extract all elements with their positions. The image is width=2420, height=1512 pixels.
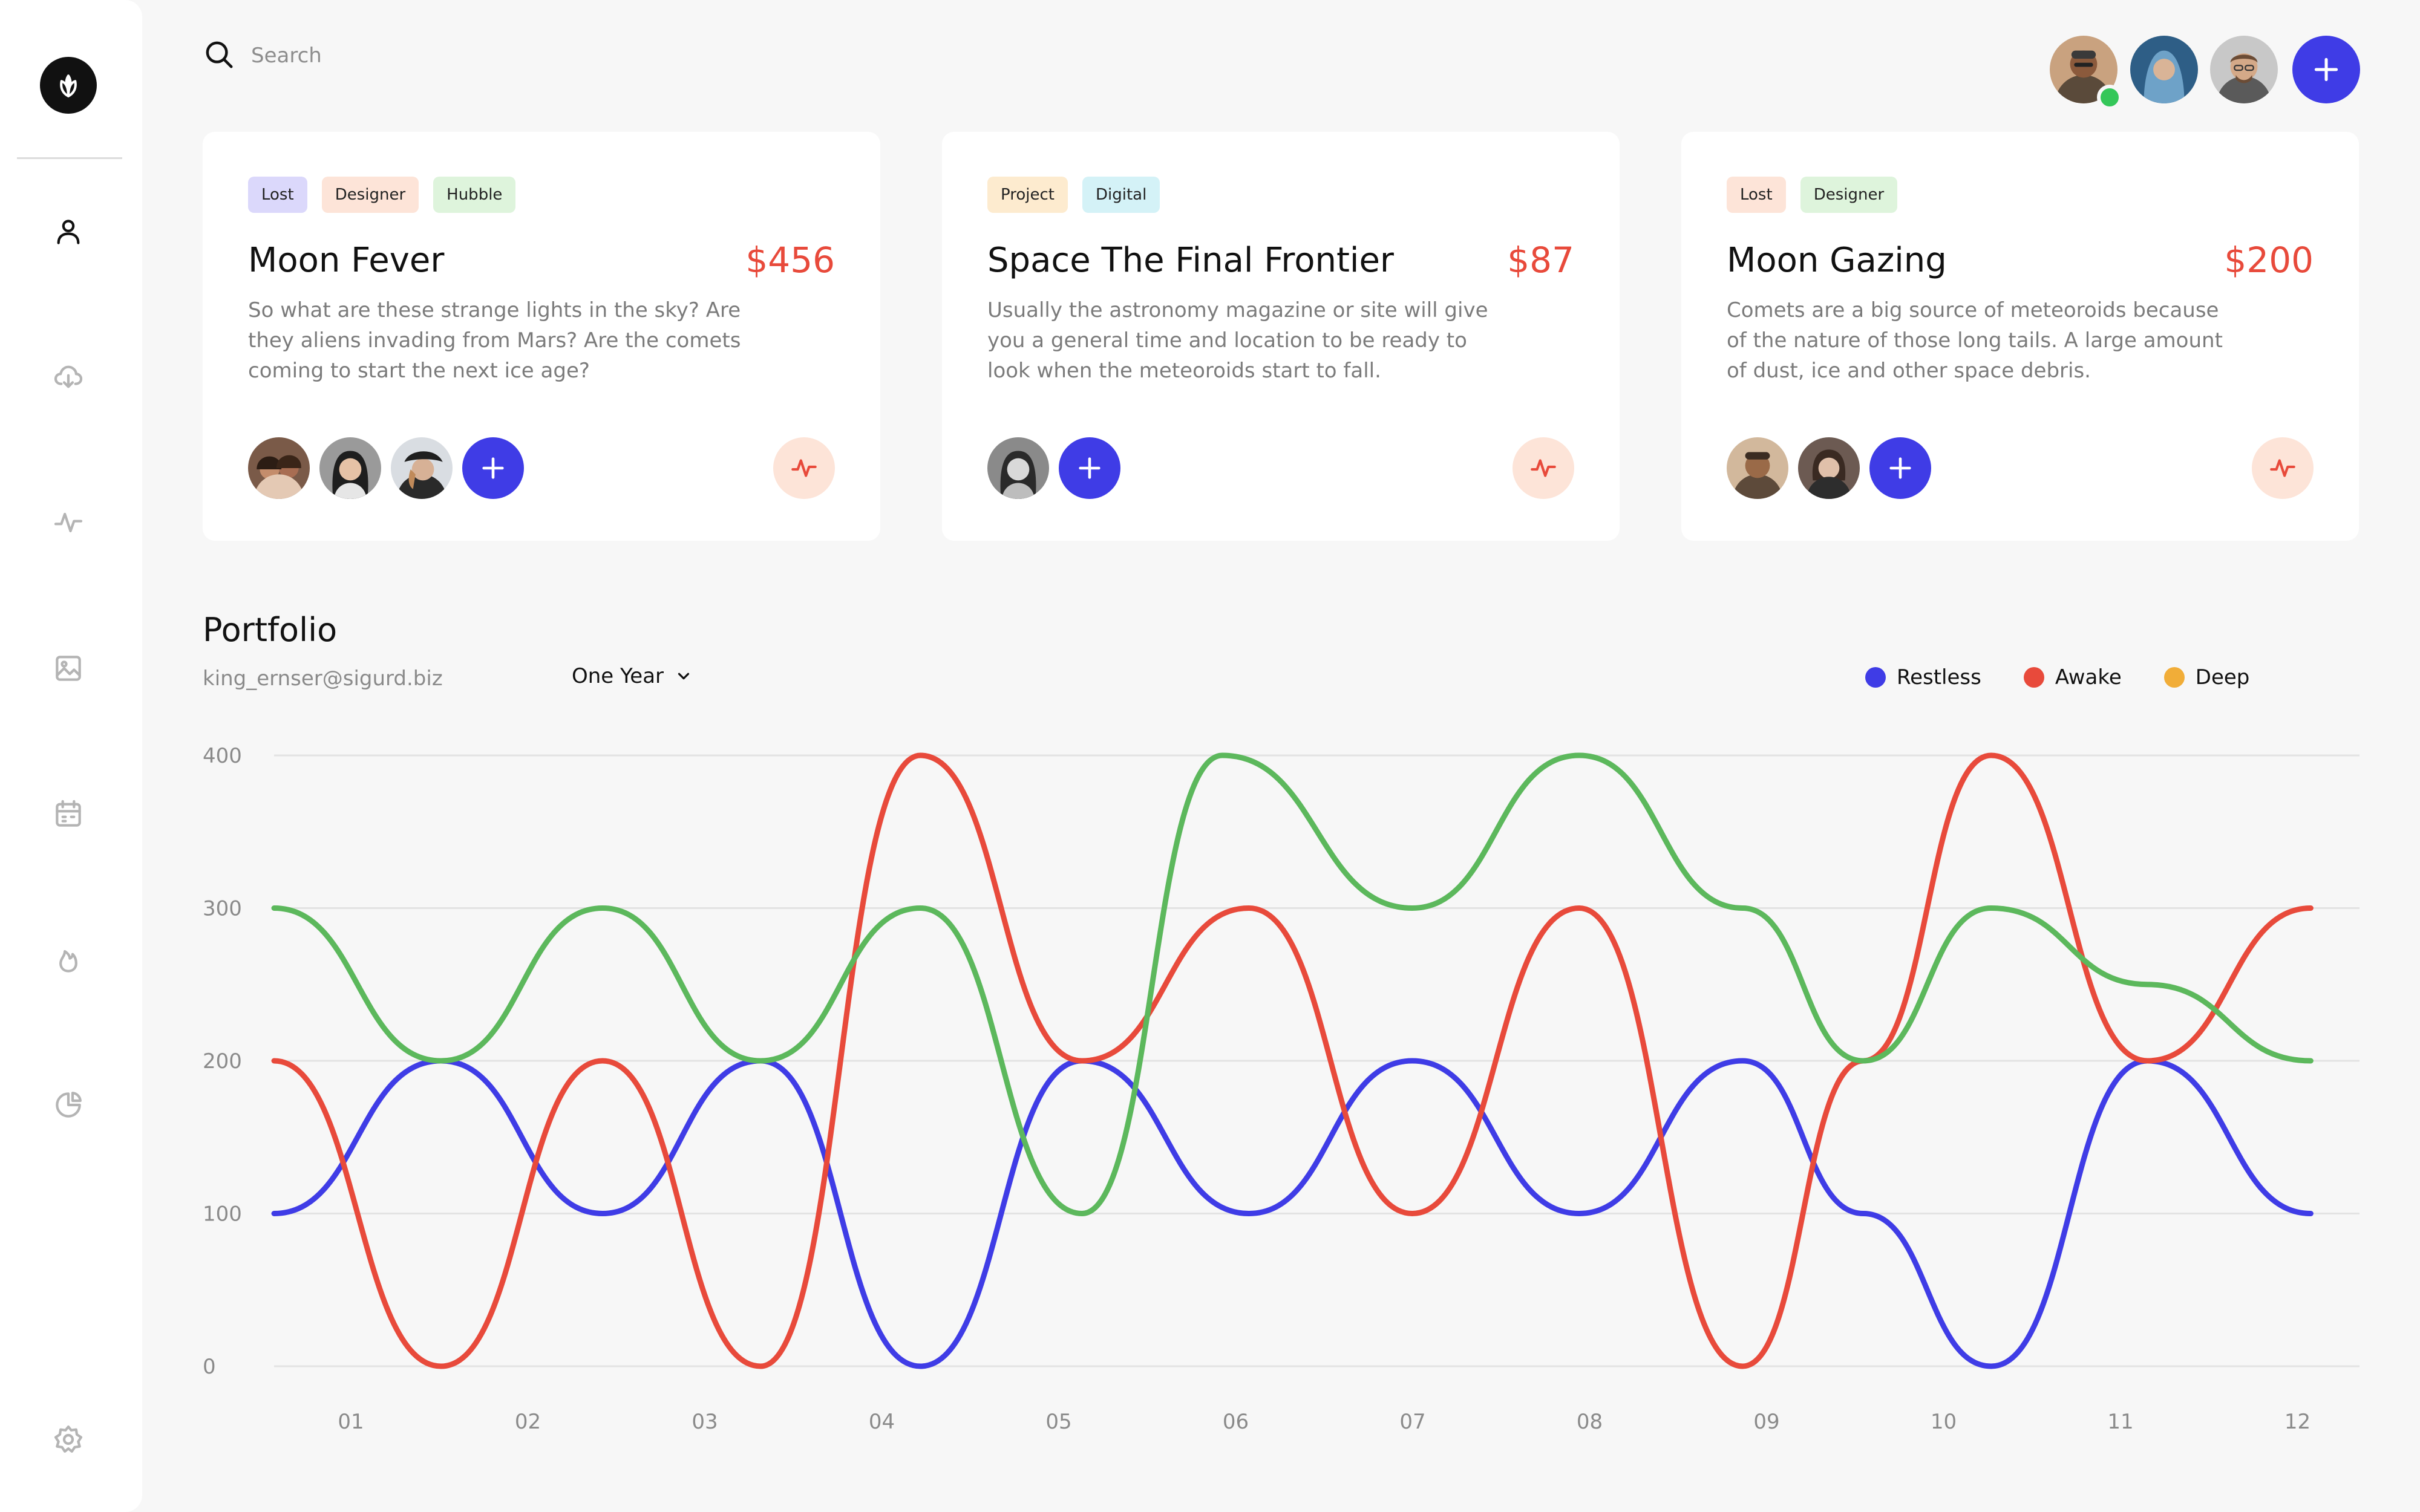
avatar[interactable] (319, 437, 381, 499)
x-tick-label: 12 (2284, 1410, 2310, 1434)
avatar[interactable] (2130, 36, 2198, 103)
settings-icon[interactable] (47, 1418, 90, 1461)
tag[interactable]: Digital (1082, 177, 1160, 213)
legend-label: Awake (2055, 665, 2122, 689)
series-line-awake[interactable] (271, 752, 2314, 1369)
activity-icon (2270, 459, 2295, 477)
avatar[interactable] (987, 437, 1049, 499)
add-member-button[interactable] (1869, 437, 1931, 499)
avatar[interactable] (391, 437, 453, 499)
y-tick-label: 100 (203, 1202, 242, 1227)
user-icon[interactable] (47, 210, 90, 253)
activity-icon (791, 459, 817, 477)
card-description: So what are these strange lights in the … (248, 298, 741, 383)
chart-legend: Restless Awake Deep (1865, 665, 2292, 689)
add-member-button[interactable] (462, 437, 524, 499)
activity-button[interactable] (773, 437, 835, 499)
sidebar (0, 0, 142, 1512)
tag[interactable]: Project (987, 177, 1068, 213)
calendar-icon[interactable] (47, 793, 90, 835)
series-line-green[interactable] (271, 752, 2314, 1216)
tag[interactable]: Designer (1800, 177, 1898, 213)
tag[interactable]: Designer (321, 177, 419, 213)
y-tick-label: 200 (203, 1049, 242, 1074)
legend-dot (2023, 667, 2044, 688)
flame-icon[interactable] (47, 939, 90, 981)
card-title: Moon Gazing (1727, 241, 1947, 280)
activity-button[interactable] (1512, 437, 1574, 499)
period-label: One Year (572, 664, 664, 688)
legend-label: Restless (1897, 665, 1981, 689)
period-dropdown[interactable]: One Year (572, 664, 693, 688)
portfolio-email: king_ernser@sigurd.biz (203, 666, 443, 691)
card-price: $456 (745, 240, 835, 281)
pie-chart-icon[interactable] (47, 1084, 90, 1126)
portfolio-title: Portfolio (203, 611, 338, 649)
legend-dot (1865, 667, 1886, 688)
tag-list: Project Digital (987, 177, 1160, 213)
x-tick-label: 04 (869, 1410, 895, 1434)
y-tick-label: 0 (203, 1355, 216, 1379)
card-members (1727, 437, 2090, 500)
card-title: Space The Final Frontier (987, 241, 1394, 280)
project-card[interactable]: Lost Designer Moon Gazing $200 Comets ar… (1681, 132, 2359, 541)
card-description: Usually the astronomy magazine or site w… (987, 298, 1488, 383)
project-card[interactable]: Project Digital Space The Final Frontier… (942, 132, 1620, 541)
legend-dot (2163, 667, 2185, 688)
x-tick-label: 11 (2107, 1410, 2133, 1434)
add-member-button[interactable] (1059, 437, 1120, 499)
x-tick-label: 05 (1045, 1410, 1071, 1434)
search-bar[interactable] (203, 37, 566, 74)
series-line-restless[interactable] (271, 1058, 2314, 1369)
leaf-logo-icon[interactable] (40, 57, 97, 114)
tag[interactable]: Lost (248, 177, 307, 213)
search-input[interactable] (250, 43, 555, 68)
x-tick-label: 03 (692, 1410, 718, 1434)
online-status-dot (2097, 85, 2122, 110)
card-price: $87 (1507, 240, 1574, 281)
tag[interactable]: Hubble (433, 177, 516, 213)
avatar[interactable] (1727, 437, 1788, 499)
chevron-down-icon (678, 673, 690, 680)
image-icon[interactable] (47, 647, 90, 689)
activity-button[interactable] (2252, 437, 2314, 499)
tag[interactable]: Lost (1727, 177, 1786, 213)
legend-item-deep[interactable]: Deep (2163, 665, 2250, 689)
activity-icon[interactable] (47, 501, 90, 544)
card-price: $200 (2224, 240, 2314, 281)
x-tick-label: 01 (338, 1410, 364, 1434)
avatar[interactable] (248, 437, 310, 499)
cloud-download-icon[interactable] (47, 356, 90, 398)
x-tick-label: 02 (515, 1410, 541, 1434)
legend-label: Deep (2195, 665, 2250, 689)
avatar[interactable] (2210, 36, 2278, 103)
tag-list: Lost Designer (1727, 177, 1898, 213)
legend-item-restless[interactable]: Restless (1865, 665, 1981, 689)
y-tick-label: 400 (203, 744, 242, 768)
sidebar-divider (17, 157, 122, 159)
search-icon[interactable] (203, 38, 235, 73)
y-tick-label: 300 (203, 897, 242, 921)
x-tick-label: 09 (1753, 1410, 1779, 1434)
legend-item-awake[interactable]: Awake (2023, 665, 2122, 689)
tag-list: Lost Designer Hubble (248, 177, 516, 213)
card-description: Comets are a big source of meteoroids be… (1727, 298, 2223, 383)
card-members (987, 437, 1350, 500)
x-tick-label: 06 (1223, 1410, 1249, 1434)
card-members (248, 437, 611, 500)
x-tick-label: 10 (1931, 1410, 1957, 1434)
add-button[interactable] (2292, 36, 2360, 103)
x-tick-label: 07 (1399, 1410, 1425, 1434)
card-title: Moon Fever (248, 241, 445, 280)
avatar[interactable] (1798, 437, 1860, 499)
activity-icon (1531, 459, 1556, 477)
project-card[interactable]: Lost Designer Hubble Moon Fever $456 So … (203, 132, 880, 541)
x-tick-label: 08 (1577, 1410, 1603, 1434)
